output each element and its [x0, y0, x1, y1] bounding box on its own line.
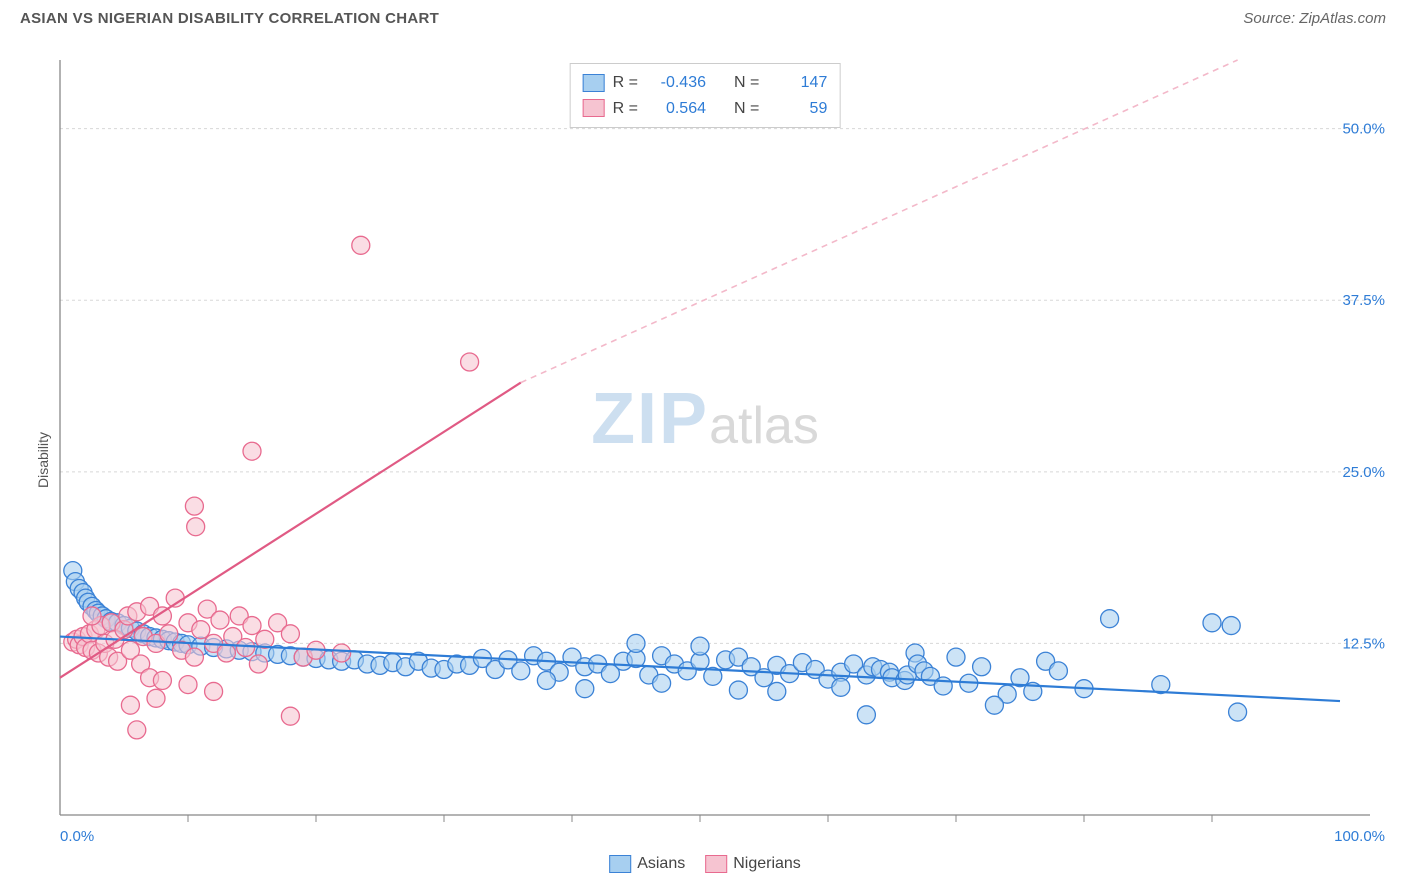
r-value: 0.564 [650, 96, 706, 122]
source-prefix: Source: [1243, 10, 1299, 27]
n-value: 59 [771, 96, 827, 122]
n-label: N = [734, 96, 759, 122]
svg-text:0.0%: 0.0% [60, 828, 94, 845]
r-value: -0.436 [650, 70, 706, 96]
stats-legend-row: R = 0.564 N = 59 [583, 96, 828, 122]
swatch-blue [583, 74, 605, 92]
n-label: N = [734, 70, 759, 96]
r-label: R = [613, 96, 638, 122]
svg-text:37.5%: 37.5% [1342, 292, 1385, 309]
legend-item-asians: Asians [609, 855, 685, 873]
swatch-pink [705, 855, 727, 873]
legend-item-nigerians: Nigerians [705, 855, 801, 873]
swatch-pink [583, 99, 605, 117]
scatter-chart: 12.5% 25.0% 37.5% 50.0% 0.0% 100.0% [20, 45, 1390, 875]
source-attribution: Source: ZipAtlas.com [1243, 10, 1386, 27]
swatch-blue [609, 855, 631, 873]
svg-text:100.0%: 100.0% [1334, 828, 1385, 845]
svg-text:12.5%: 12.5% [1342, 635, 1385, 652]
chart-header: ASIAN VS NIGERIAN DISABILITY CORRELATION… [0, 0, 1406, 33]
n-value: 147 [771, 70, 827, 96]
legend-label: Asians [637, 855, 685, 873]
chart-container: Disability ZIPatlas 12.5%25.0%37.5%50.0%… [20, 45, 1390, 875]
series-legend: Asians Nigerians [609, 855, 801, 873]
r-label: R = [613, 70, 638, 96]
chart-title: ASIAN VS NIGERIAN DISABILITY CORRELATION… [20, 10, 439, 27]
svg-text:25.0%: 25.0% [1342, 464, 1385, 481]
stats-legend-row: R = -0.436 N = 147 [583, 70, 828, 96]
source-name: ZipAtlas.com [1299, 10, 1386, 27]
svg-text:50.0%: 50.0% [1342, 121, 1385, 138]
stats-legend: R = -0.436 N = 147 R = 0.564 N = 59 [570, 63, 841, 128]
legend-label: Nigerians [733, 855, 801, 873]
